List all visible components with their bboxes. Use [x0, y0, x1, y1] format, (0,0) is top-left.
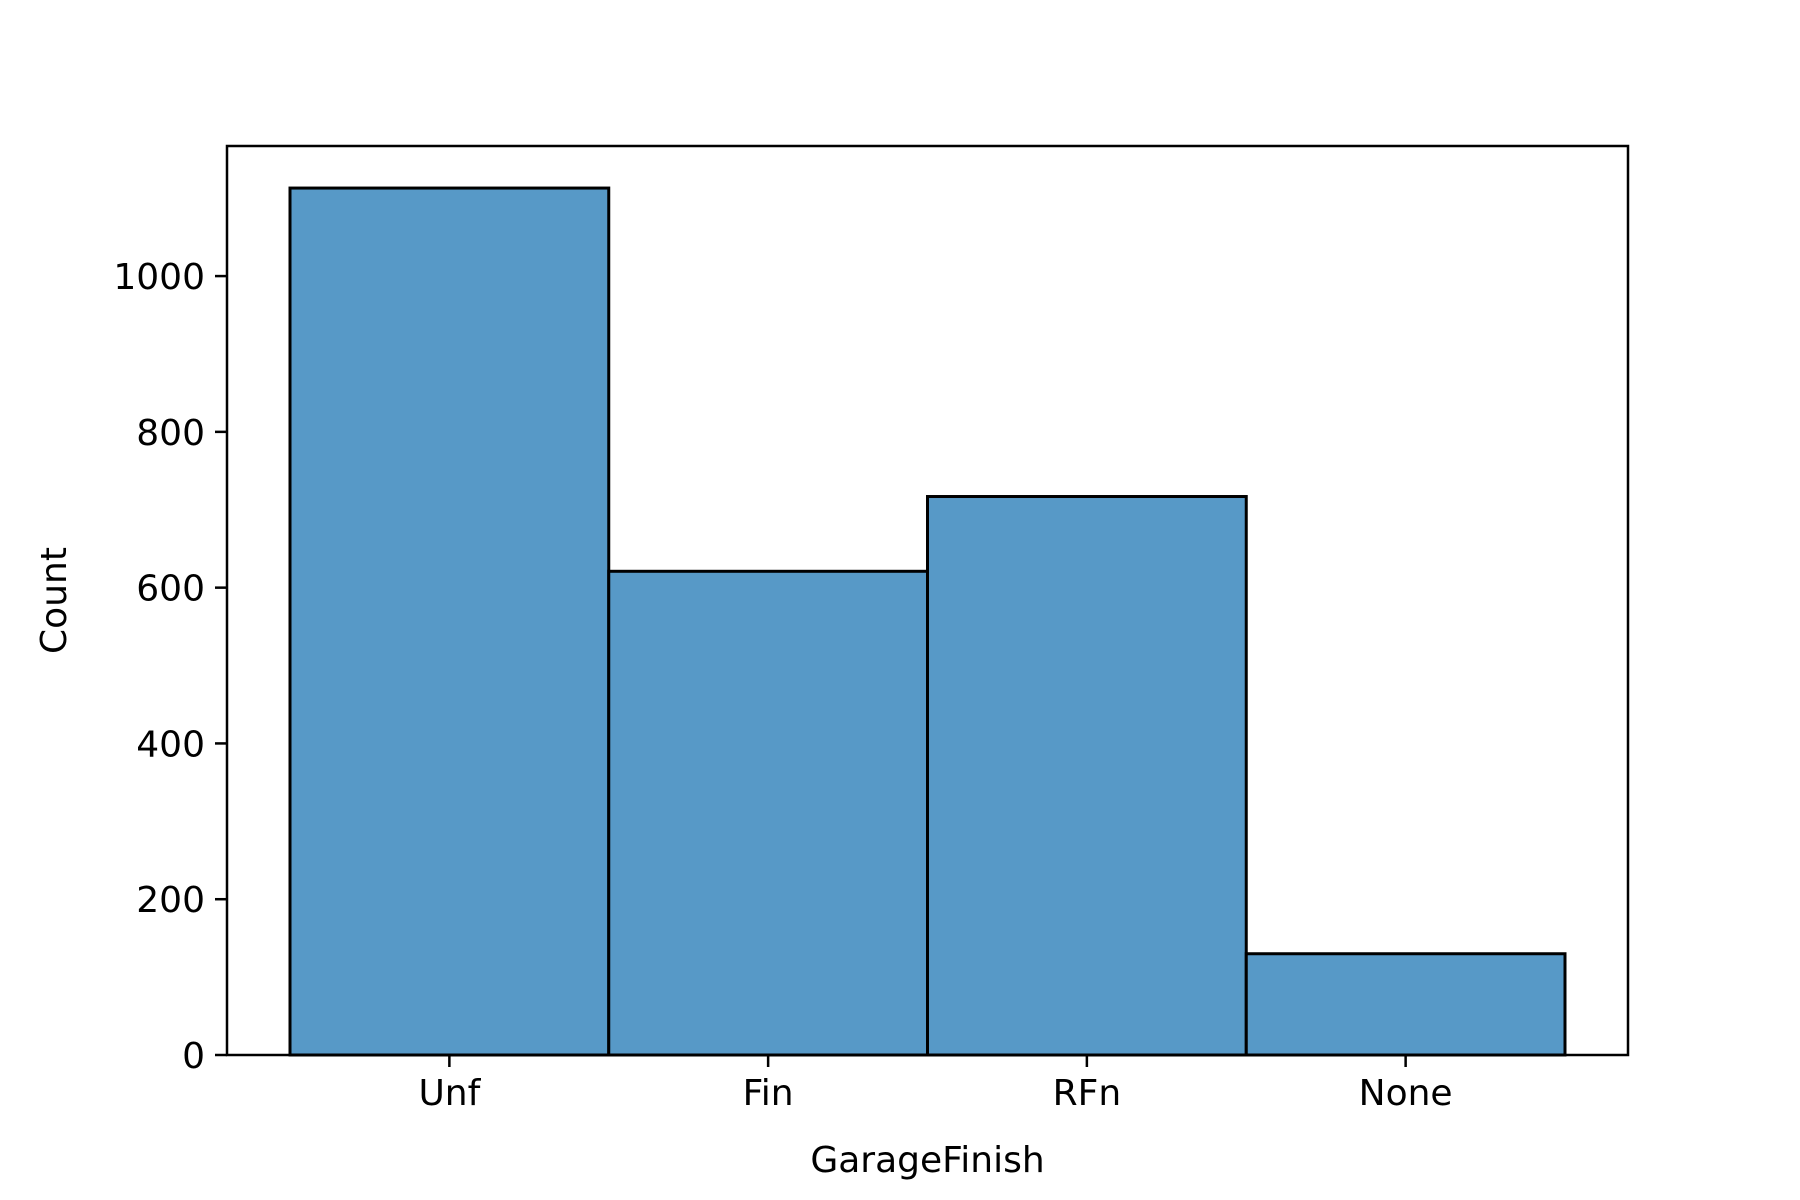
- y-tick-label: 200: [136, 880, 205, 921]
- y-tick-label: 800: [136, 413, 205, 454]
- y-tick-label: 400: [136, 724, 205, 765]
- bar-rfn: [926, 495, 1248, 1057]
- y-tick-label: 600: [136, 569, 205, 610]
- x-ticks-group: Unf Fin RFn None: [418, 1055, 1453, 1114]
- x-tick-label: Fin: [743, 1073, 794, 1114]
- y-tick-label: 0: [182, 1036, 205, 1077]
- x-axis-label: GarageFinish: [810, 1140, 1044, 1181]
- plot-frame: [225, 144, 1630, 1057]
- bars-group: [288, 186, 1567, 1057]
- bar-none: [1244, 952, 1567, 1057]
- y-tick-label: 1000: [113, 257, 205, 298]
- x-tick-label: RFn: [1053, 1073, 1122, 1114]
- y-ticks-group: 0 200 400 600 800 1000: [113, 257, 227, 1077]
- x-tick-label: None: [1359, 1073, 1453, 1114]
- bar-unf: [288, 186, 611, 1057]
- x-tick-label: Unf: [418, 1073, 481, 1114]
- bar-fin: [607, 569, 929, 1057]
- y-axis-label: Count: [34, 547, 75, 654]
